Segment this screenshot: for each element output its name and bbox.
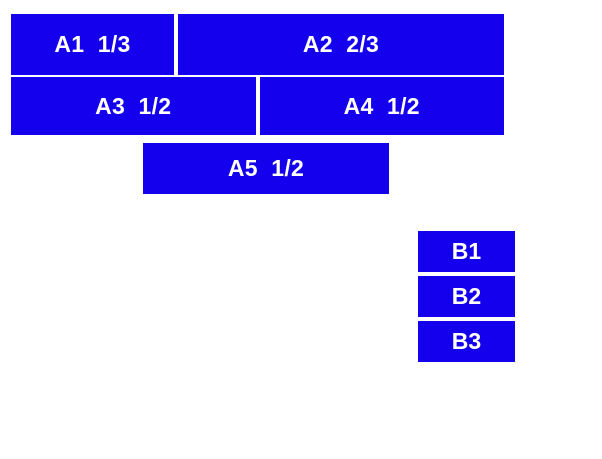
- cell-a1[interactable]: A1 1/3: [11, 14, 174, 75]
- cell-a4[interactable]: A4 1/2: [259, 77, 504, 135]
- group-b: B1 B2 B3: [418, 231, 515, 362]
- cell-b3[interactable]: B3: [418, 321, 515, 362]
- cell-b2[interactable]: B2: [418, 276, 515, 317]
- cell-a2[interactable]: A2 2/3: [178, 14, 504, 75]
- group-a-row-2: A3 1/2 A4 1/2: [11, 77, 504, 135]
- group-a-row-1: A1 1/3 A2 2/3: [11, 14, 504, 75]
- group-a: A1 1/3 A2 2/3 A3 1/2 A4 1/2 A5 1/2: [11, 14, 504, 194]
- cell-b1[interactable]: B1: [418, 231, 515, 272]
- group-a-row-3: A5 1/2: [143, 143, 389, 194]
- cell-a5[interactable]: A5 1/2: [143, 143, 389, 194]
- cell-a3[interactable]: A3 1/2: [11, 77, 256, 135]
